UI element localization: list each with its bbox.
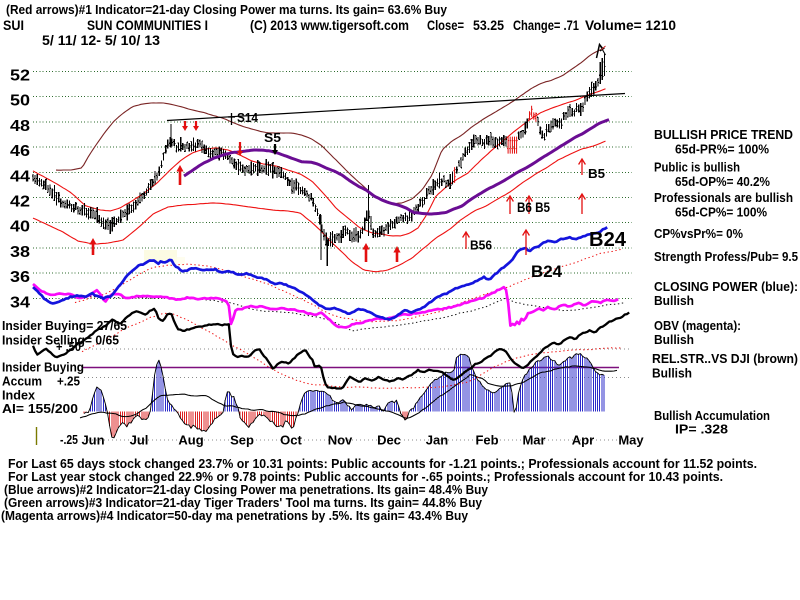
svg-text:52: 52 — [10, 68, 30, 85]
svg-text:48: 48 — [10, 118, 30, 135]
svg-text:Insider Buying= 27/65: Insider Buying= 27/65 — [2, 319, 127, 333]
svg-text:Feb: Feb — [475, 433, 498, 448]
svg-text:B24: B24 — [589, 228, 627, 251]
svg-text:50: 50 — [10, 93, 30, 110]
svg-text:Accum: Accum — [2, 375, 42, 389]
svg-text:B6 B5: B6 B5 — [517, 200, 550, 215]
svg-text:36: 36 — [10, 269, 30, 286]
svg-text:Insider Buying: Insider Buying — [2, 361, 84, 375]
svg-text:(Green arrows)#3 Indicator=21-: (Green arrows)#3 Indicator=21-day Tiger … — [4, 496, 482, 510]
svg-text:Mar: Mar — [522, 433, 545, 448]
svg-text:Apr: Apr — [572, 433, 594, 448]
svg-text:Professionals are bullish: Professionals are bullish — [654, 191, 793, 205]
svg-text:53.25: 53.25 — [473, 18, 504, 33]
svg-text:(Magenta arrows)#4 Indicator=5: (Magenta arrows)#4 Indicator=50-day ma p… — [1, 509, 468, 523]
svg-text:(Red arrows)#1 Indicator=21-da: (Red arrows)#1 Indicator=21-day Closing … — [6, 3, 447, 17]
svg-text:+.25: +.25 — [57, 375, 80, 389]
svg-text:BULLISH PRICE TREND: BULLISH PRICE TREND — [654, 128, 793, 142]
svg-text:Nov: Nov — [328, 433, 353, 448]
svg-text:SUN COMMUNITIES I: SUN COMMUNITIES I — [87, 18, 208, 33]
svg-text:Insider Selling= 0/65: Insider Selling= 0/65 — [2, 334, 119, 348]
svg-text:65d-CP%= 100%: 65d-CP%= 100% — [675, 206, 767, 220]
svg-text:Bullish: Bullish — [652, 367, 692, 381]
svg-text:Jun: Jun — [81, 433, 104, 448]
svg-text:65d-PR%= 100%: 65d-PR%= 100% — [675, 143, 769, 157]
svg-text:44: 44 — [10, 168, 30, 185]
svg-text:IP= .328: IP= .328 — [675, 423, 728, 437]
svg-text:(C) 2013 www.tigersoft.com: (C) 2013 www.tigersoft.com — [250, 18, 409, 33]
svg-text:Volume= 1210: Volume= 1210 — [585, 18, 676, 33]
svg-text:CLOSING POWER (blue):: CLOSING POWER (blue): — [654, 280, 798, 294]
svg-text:(Blue arrows)#2 Indicator=21-d: (Blue arrows)#2 Indicator=21-day Closing… — [4, 483, 488, 497]
svg-text:42: 42 — [10, 194, 30, 211]
svg-text:Close=: Close= — [427, 18, 464, 33]
svg-text:B56: B56 — [470, 239, 492, 253]
svg-text:40: 40 — [10, 219, 30, 236]
svg-text:CP%vsPr%= 0%: CP%vsPr%= 0% — [654, 227, 743, 241]
svg-text:Index: Index — [2, 389, 35, 403]
svg-text:Aug: Aug — [178, 433, 203, 448]
svg-text:Bullish: Bullish — [654, 294, 694, 308]
svg-text:For Last 65 days stock changed: For Last 65 days stock changed 23.7% or … — [8, 457, 757, 471]
svg-text:B5: B5 — [588, 166, 605, 181]
svg-text:Jan: Jan — [426, 433, 448, 448]
svg-text:SUI: SUI — [3, 18, 24, 33]
svg-text:34: 34 — [10, 294, 30, 311]
svg-text:Bullish Accumulation: Bullish Accumulation — [654, 409, 770, 423]
svg-text:+ .50: + .50 — [56, 340, 81, 354]
svg-text:B24: B24 — [531, 262, 563, 281]
svg-text:5/ 11/ 12- 5/ 10/ 13: 5/ 11/ 12- 5/ 10/ 13 — [42, 32, 160, 48]
svg-text:REL.STR..VS DJI (brown): REL.STR..VS DJI (brown) — [652, 352, 798, 366]
svg-text:Oct: Oct — [280, 433, 302, 448]
svg-text:Public is bullish: Public is bullish — [654, 161, 740, 175]
svg-text:Dec: Dec — [377, 433, 401, 448]
svg-text:For Last year stock changed 2: For Last year stock changed 22.9% or 9.7… — [8, 470, 723, 484]
svg-text:S14: S14 — [237, 110, 259, 125]
svg-text:Strength Profess/Pub= 9.5: Strength Profess/Pub= 9.5 — [654, 250, 798, 264]
svg-text:38: 38 — [10, 244, 30, 261]
svg-text:May: May — [618, 433, 644, 448]
svg-text:S5: S5 — [264, 130, 281, 145]
svg-text:Bullish: Bullish — [654, 333, 694, 347]
svg-text:Change= .71: Change= .71 — [513, 18, 579, 33]
svg-text:OBV (magenta):: OBV (magenta): — [654, 319, 741, 333]
svg-text:-.25: -.25 — [60, 433, 78, 447]
svg-text:AI= 155/200: AI= 155/200 — [2, 402, 78, 416]
svg-text:46: 46 — [10, 143, 30, 160]
svg-text:65d-OP%= 40.2%: 65d-OP%= 40.2% — [675, 175, 770, 189]
svg-text:Jul: Jul — [130, 433, 149, 448]
svg-text:Sep: Sep — [230, 433, 254, 448]
